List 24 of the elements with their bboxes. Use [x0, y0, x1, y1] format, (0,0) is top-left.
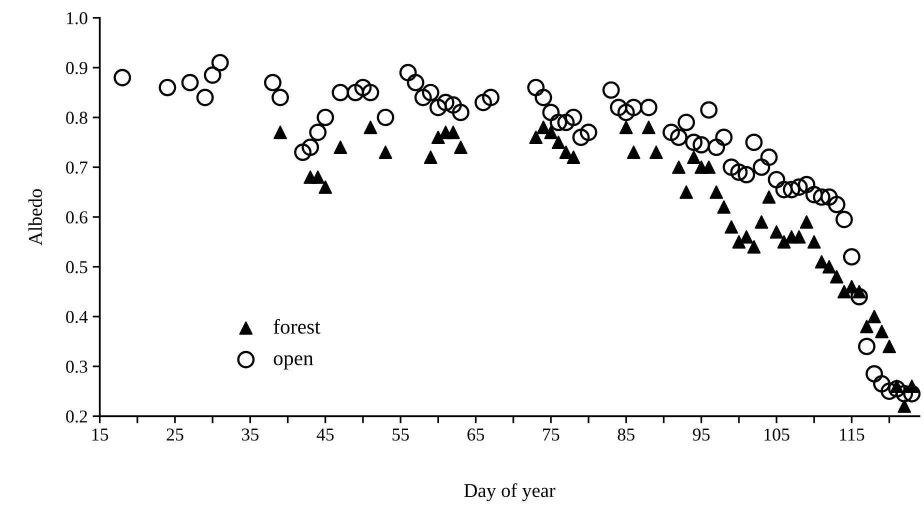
- x-tick-label: 105: [764, 428, 790, 441]
- y-tick-label: 0.7: [66, 161, 88, 174]
- y-tick-label: 0.9: [66, 62, 88, 74]
- y-tick-label: 0.5: [66, 261, 88, 274]
- y-axis-title: Albedo: [28, 189, 42, 246]
- x-tick-label: 75: [543, 428, 560, 441]
- y-tick-label: 0.8: [66, 112, 88, 124]
- x-tick-label: 95: [692, 428, 710, 441]
- x-tick-label: 15: [92, 428, 108, 441]
- x-axis-title: Day of year: [464, 483, 556, 502]
- x-tick-label: 55: [392, 428, 409, 441]
- x-tick-label: 45: [316, 428, 334, 441]
- y-tick-label: 0.3: [66, 360, 88, 373]
- x-tick-label: 35: [242, 428, 258, 441]
- y-tick-label: 0.2: [66, 410, 87, 423]
- y-tick-label: 0.6: [66, 211, 88, 224]
- x-tick-label: 85: [618, 428, 634, 441]
- y-tick-label: 1.0: [67, 12, 88, 24]
- legend-label: open: [274, 355, 314, 370]
- x-tick-label: 25: [166, 428, 184, 441]
- x-tick-label: 115: [840, 428, 864, 441]
- legend-label: forest: [274, 318, 320, 334]
- x-tick-label: 65: [468, 428, 484, 441]
- y-tick-label: 0.4: [66, 310, 88, 324]
